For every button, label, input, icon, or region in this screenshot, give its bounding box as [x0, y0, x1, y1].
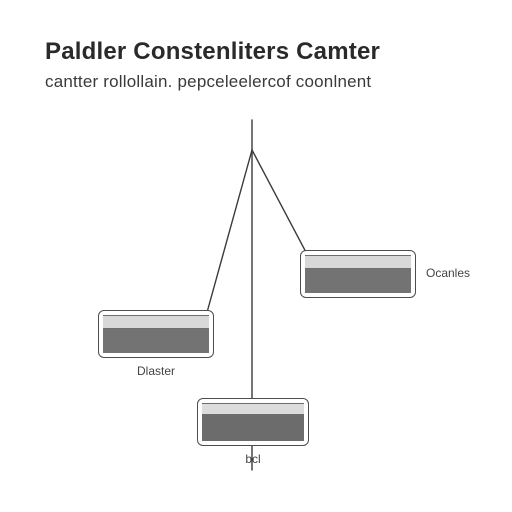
diagram-canvas: Paldler Constenliters Camter cantter rol… [0, 0, 512, 512]
node-fill [202, 415, 304, 441]
node-fill [305, 269, 411, 293]
node-fill [103, 329, 209, 353]
node-bottom [197, 398, 309, 446]
node-strip [305, 255, 411, 269]
node-strip [103, 315, 209, 329]
node-strip [202, 403, 304, 415]
node-right [300, 250, 416, 298]
node-label-bottom: bcl [197, 452, 309, 466]
node-label-right: Ocanles [426, 266, 470, 280]
node-left [98, 310, 214, 358]
node-label-left: Dlaster [98, 364, 214, 378]
